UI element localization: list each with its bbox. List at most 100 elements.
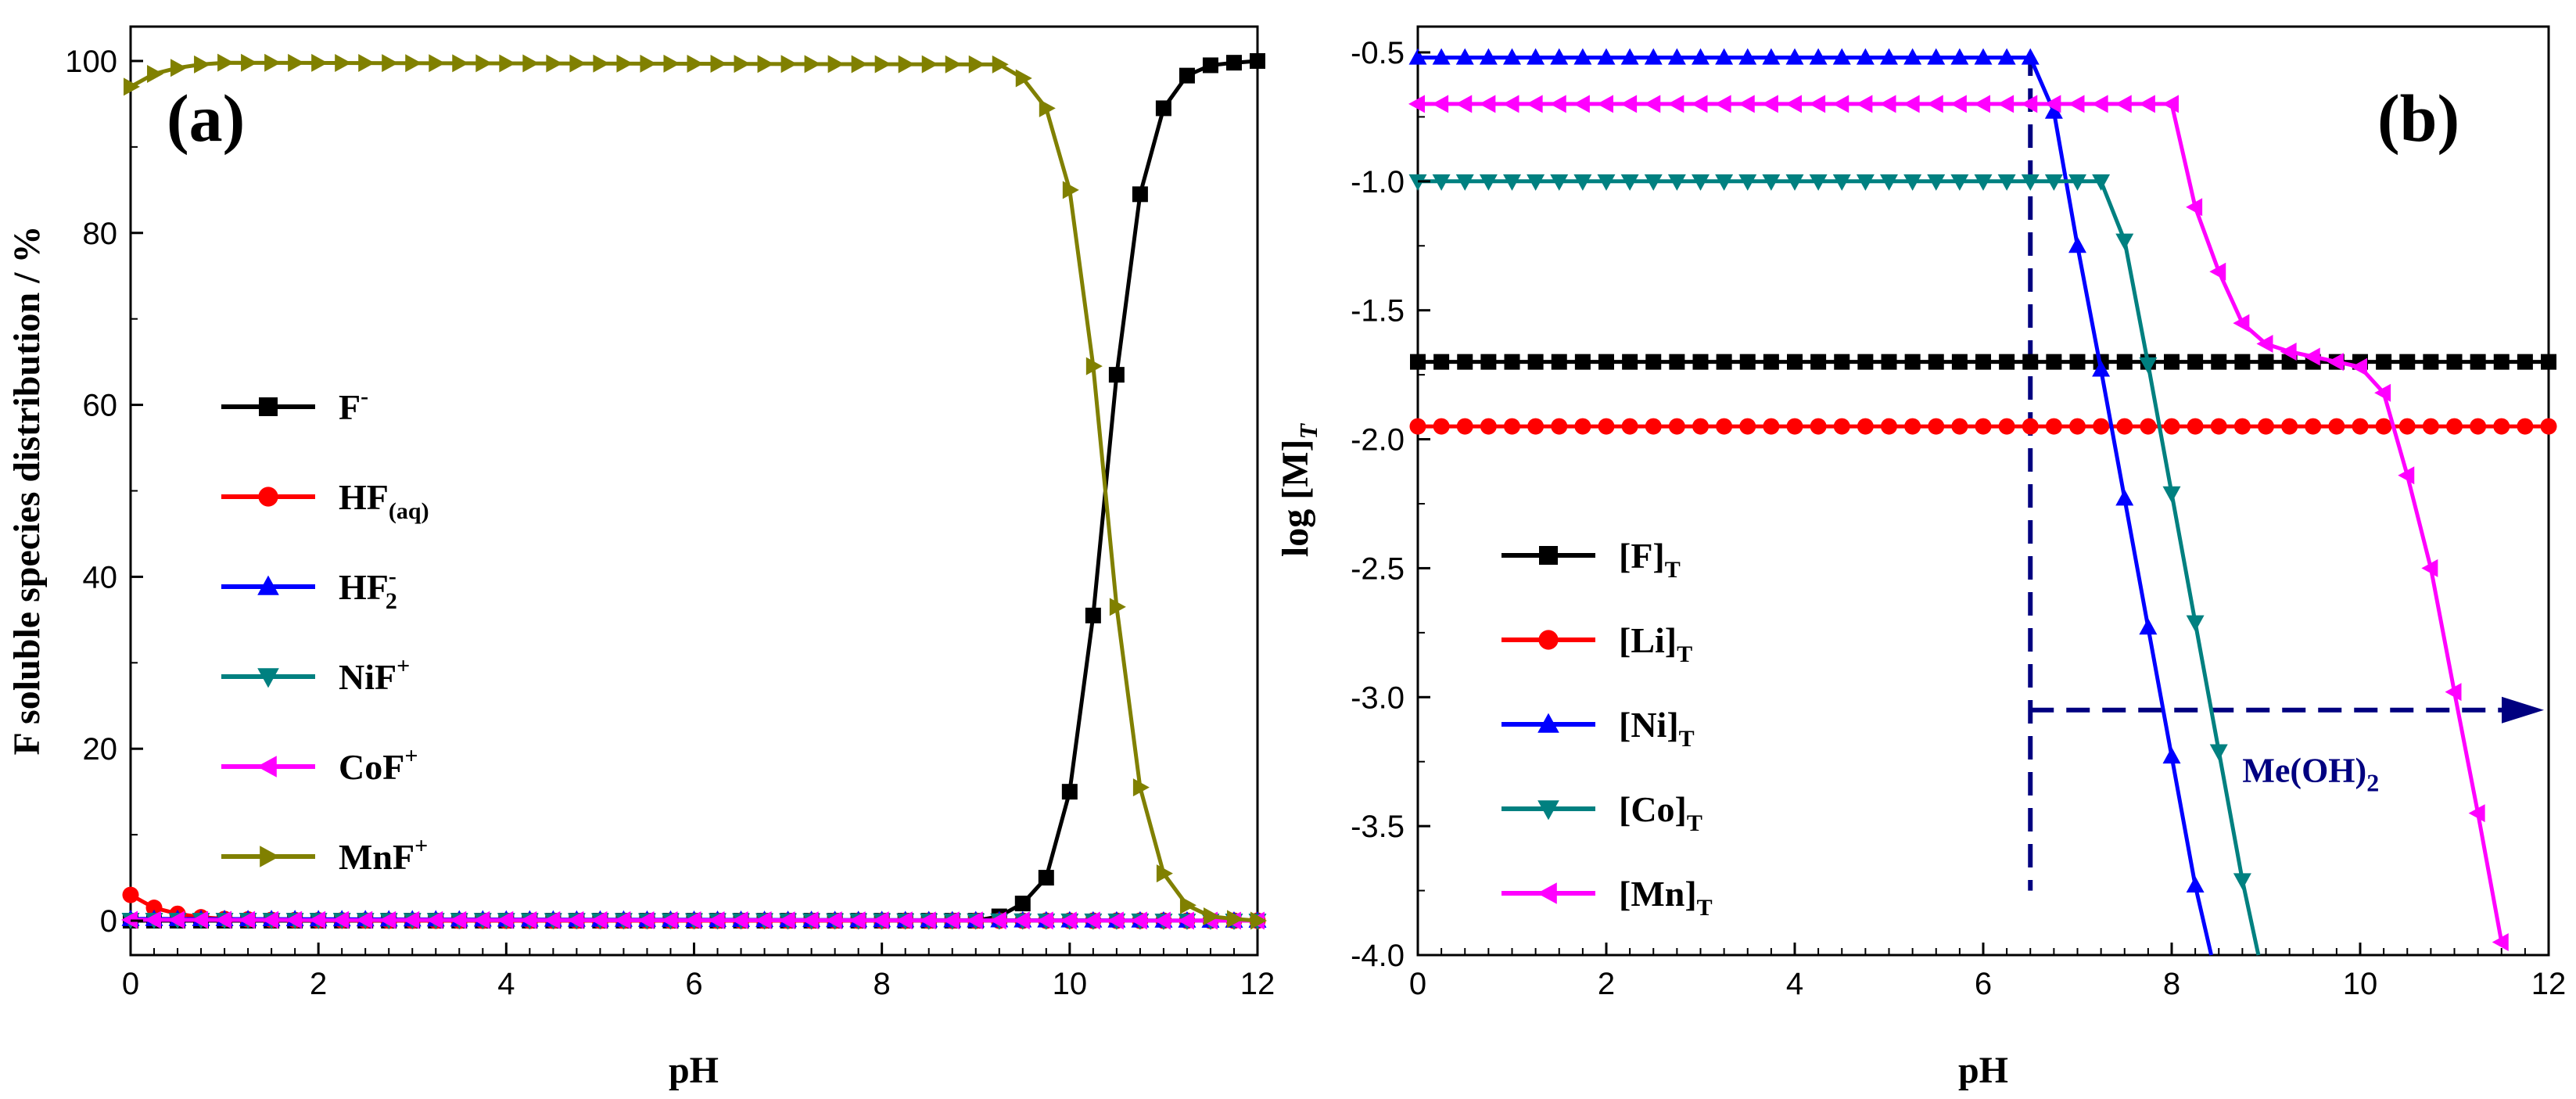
data-point: [1667, 95, 1684, 113]
data-point: [264, 53, 282, 72]
legend-label-main: [Co]: [1619, 789, 1687, 829]
data-point: [895, 911, 913, 930]
legend-label: HF(aq): [339, 477, 429, 524]
data-point: [356, 910, 373, 929]
data-point: [2186, 615, 2205, 632]
data-point: [1738, 95, 1755, 113]
legend-label-main: [F]: [1619, 536, 1665, 576]
panel-b-x-axis-title: pH: [1958, 1050, 2008, 1091]
data-point: [2398, 466, 2415, 485]
data-point: [1573, 48, 1592, 65]
series-line: [1418, 56, 2214, 956]
legend-marker: [258, 487, 278, 507]
series-mnf-5: [124, 53, 1267, 930]
data-point: [309, 910, 326, 929]
data-point: [2162, 486, 2181, 503]
data-point: [1997, 95, 2015, 113]
x-tick-label: 12: [2531, 967, 2567, 1001]
data-point: [1479, 174, 1498, 191]
series-line: [1418, 102, 2504, 943]
legend-label: MnF+: [339, 833, 428, 877]
data-point: [2421, 558, 2438, 577]
data-point: [2492, 933, 2509, 952]
data-point: [2162, 747, 2181, 764]
data-point: [241, 53, 258, 72]
data-point: [2091, 95, 2108, 113]
x-tick-label: 4: [1786, 967, 1803, 1001]
data-point: [1904, 418, 1921, 435]
data-point: [1480, 354, 1497, 370]
y-tick-label: -3.0: [1351, 681, 1405, 715]
data-point: [614, 910, 631, 929]
panel-a-label: (a): [167, 81, 245, 156]
data-point: [1879, 95, 1896, 113]
data-point: [1225, 55, 1242, 71]
data-point: [2493, 354, 2510, 370]
data-point: [170, 59, 188, 77]
data-point: [2376, 354, 2392, 370]
data-point: [1550, 48, 1569, 65]
data-point: [2044, 174, 2063, 191]
data-point: [569, 54, 587, 73]
data-point: [2211, 354, 2227, 370]
data-point: [288, 53, 305, 72]
data-point: [2303, 347, 2320, 366]
data-point: [2187, 418, 2204, 435]
data-point: [2540, 418, 2557, 435]
legend-entry: [F]T: [1501, 536, 1681, 583]
series-co-3: [1408, 174, 2261, 956]
data-point: [1785, 48, 1804, 65]
data-point: [2209, 262, 2226, 281]
data-point: [1598, 418, 1615, 435]
data-point: [1763, 418, 1780, 435]
data-point: [2140, 418, 2157, 435]
legend-label-sub: T: [1697, 895, 1713, 921]
data-point: [2352, 418, 2369, 435]
data-point: [1085, 357, 1103, 375]
x-tick-label: 0: [1409, 967, 1426, 1001]
legend-label-main: HF: [339, 477, 389, 517]
legend-marker: [1537, 800, 1559, 821]
data-point: [1620, 48, 1639, 65]
x-tick-label: 8: [874, 967, 891, 1001]
data-point: [874, 55, 892, 74]
data-point: [1903, 95, 1920, 113]
data-point: [1787, 354, 1803, 370]
data-point: [687, 54, 704, 73]
data-point: [1644, 174, 1663, 191]
panel-b-y-ticks: -0.5 -1.0 -1.5 -2.0 -2.5 -3.0 -3.5 -4.0: [1351, 36, 1430, 973]
data-point: [1761, 95, 1778, 113]
data-point: [1738, 174, 1757, 191]
data-point: [1667, 174, 1686, 191]
data-point: [1692, 48, 1710, 65]
data-point: [2446, 418, 2463, 435]
data-point: [2021, 174, 2040, 191]
panel-b-y-axis-title: log [M]T: [1275, 422, 1322, 557]
legend-marker: [1539, 546, 1558, 565]
data-point: [2068, 236, 2086, 253]
data-point: [2305, 418, 2322, 435]
data-point: [239, 910, 256, 929]
data-point: [1551, 418, 1568, 435]
legend-entry: [Co]T: [1501, 789, 1702, 836]
data-point: [1456, 418, 1473, 435]
data-point: [1039, 99, 1056, 117]
data-point: [2258, 354, 2274, 370]
x-tick-label: 4: [497, 967, 515, 1001]
y-tick-label: -4.0: [1351, 939, 1405, 973]
data-point: [966, 911, 983, 930]
data-point: [1036, 911, 1053, 930]
data-point: [1645, 418, 1662, 435]
me-oh2-label-sub: 2: [2366, 769, 2379, 797]
data-point: [2021, 95, 2038, 113]
legend-entry: CoF+: [221, 743, 418, 787]
series-ni-2: [1408, 48, 2214, 956]
series-mn-4: [1408, 95, 2509, 952]
data-point: [1527, 418, 1545, 435]
data-point: [1527, 174, 1545, 191]
data-point: [1480, 418, 1497, 435]
data-point: [1107, 911, 1124, 930]
data-point: [755, 911, 772, 930]
panel-b-plot-frame: [1416, 25, 2550, 957]
data-point: [2210, 418, 2227, 435]
